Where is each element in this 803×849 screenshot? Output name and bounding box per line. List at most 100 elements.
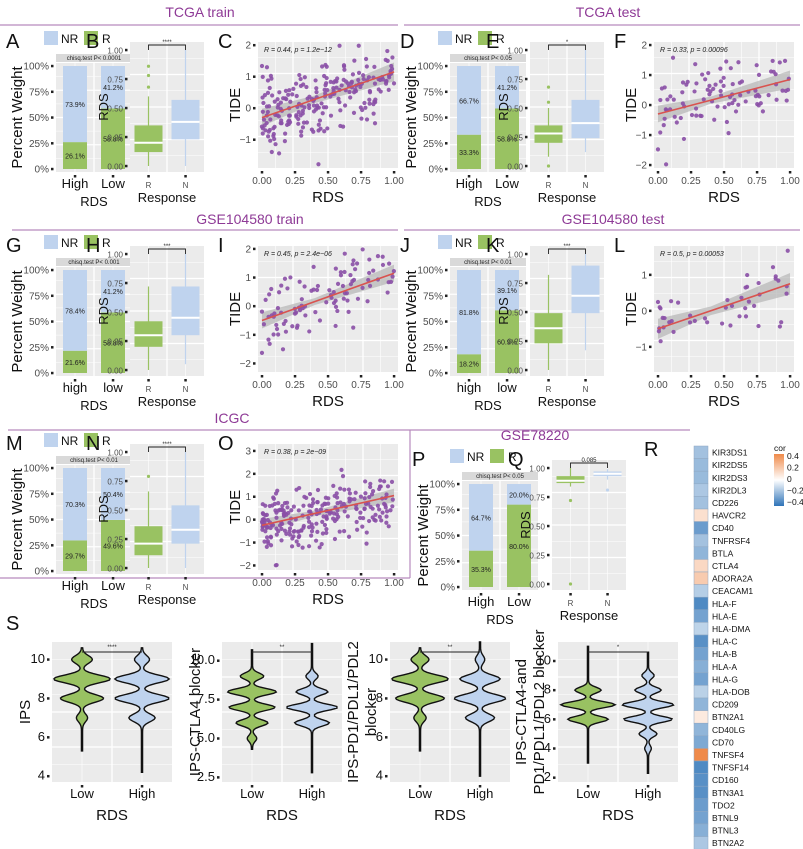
y-tick-mark bbox=[51, 346, 54, 349]
x-tick-label: 0.25 bbox=[681, 380, 701, 391]
y-tick-mark bbox=[457, 585, 460, 589]
heatmap-cell bbox=[693, 571, 709, 585]
data-point bbox=[693, 62, 698, 67]
scatter-plot-L: L −1 0 1 0.00 0.25 0.50 0.75 1.00 R = 0.5, p = 0.… bbox=[614, 235, 800, 410]
x-axis-title: RDS bbox=[474, 398, 502, 413]
data-point bbox=[268, 525, 273, 531]
data-point bbox=[347, 491, 352, 496]
data-point bbox=[363, 491, 368, 496]
row-label: TNFSF14 bbox=[712, 763, 749, 773]
data-point bbox=[266, 337, 271, 342]
data-point bbox=[377, 514, 382, 519]
data-point bbox=[739, 295, 744, 300]
correlation-annotation: R = 0.44, p = 1.2e−12 bbox=[264, 47, 332, 54]
data-point bbox=[328, 79, 333, 84]
data-point bbox=[327, 288, 332, 293]
y-tick-label: 75% bbox=[29, 489, 49, 500]
heatmap-cell bbox=[693, 596, 709, 611]
x-tick-mark bbox=[73, 577, 77, 580]
y-tick-mark bbox=[253, 449, 256, 453]
data-point bbox=[319, 542, 324, 547]
row-label: HLA-A bbox=[712, 662, 737, 672]
data-point bbox=[373, 512, 378, 517]
data-point bbox=[680, 80, 686, 85]
y-tick-label: 0.00 bbox=[107, 367, 123, 376]
row-label: HLA-F bbox=[712, 599, 737, 609]
data-point bbox=[725, 297, 730, 303]
y-tick-label: 10.0 bbox=[190, 652, 215, 667]
data-point bbox=[713, 82, 718, 87]
data-point bbox=[295, 323, 300, 328]
data-point bbox=[705, 87, 710, 92]
section-title-gse104580-train: GSE104580 train bbox=[196, 211, 303, 227]
data-point bbox=[275, 105, 280, 110]
data-point bbox=[689, 112, 695, 118]
heatmap-cell bbox=[693, 659, 709, 674]
row-label: TNFSF4 bbox=[712, 750, 744, 760]
y-tick-mark bbox=[445, 320, 448, 323]
row-label: HLA-DOB bbox=[712, 687, 750, 697]
heatmap-cell bbox=[693, 760, 709, 774]
data-point bbox=[311, 264, 316, 269]
y-tick-mark bbox=[253, 472, 256, 476]
y-tick-label: 1.00 bbox=[507, 47, 523, 56]
data-point bbox=[785, 248, 790, 253]
data-point bbox=[316, 162, 321, 167]
data-point bbox=[272, 99, 277, 104]
data-point bbox=[777, 60, 782, 65]
data-point bbox=[337, 529, 342, 534]
data-point bbox=[324, 515, 329, 520]
bar-segment-nr bbox=[101, 66, 125, 109]
y-tick-mark bbox=[217, 776, 220, 779]
row-label: KIR2DL3 bbox=[712, 485, 747, 495]
row-label: CTLA4 bbox=[712, 561, 739, 571]
x-tick-label: 1.00 bbox=[384, 578, 404, 589]
heatmap-cell bbox=[693, 533, 709, 548]
x-tick-mark bbox=[147, 175, 150, 178]
data-point bbox=[294, 487, 299, 492]
strip bbox=[56, 456, 132, 464]
data-point bbox=[371, 111, 376, 116]
x-tick-mark bbox=[260, 171, 264, 174]
heatmap-cell bbox=[693, 685, 709, 699]
x-tick-label: High bbox=[635, 786, 662, 801]
data-point bbox=[261, 117, 267, 122]
data-point bbox=[307, 491, 313, 497]
x-axis-title: RDS bbox=[312, 591, 344, 608]
y-tick-mark bbox=[51, 90, 54, 94]
y-tick-mark bbox=[253, 138, 256, 141]
data-point bbox=[367, 283, 373, 288]
data-point bbox=[367, 101, 372, 106]
x-tick-label: Low bbox=[101, 578, 125, 593]
data-point bbox=[694, 81, 699, 86]
x-axis-title: RDS bbox=[708, 189, 740, 206]
legend-label: NR bbox=[61, 434, 79, 448]
legend-swatch-r bbox=[478, 235, 492, 249]
x-tick-label: 0.25 bbox=[285, 176, 305, 187]
scatter-plot-O: O −2 −1 0 1 2 3 0.00 0.25 0.50 0.75 1.00 R = 0.38, p… bbox=[218, 433, 404, 608]
x-tick-label: N bbox=[583, 181, 589, 190]
data-point bbox=[311, 109, 317, 114]
heatmap-cell bbox=[693, 647, 709, 661]
row-label: ADORA2A bbox=[712, 574, 753, 584]
x-tick-label: Low bbox=[576, 786, 600, 801]
data-point bbox=[328, 94, 333, 99]
data-point bbox=[302, 284, 307, 289]
data-point bbox=[692, 318, 697, 323]
heatmap-cell bbox=[693, 584, 709, 598]
data-point bbox=[342, 528, 347, 534]
data-point bbox=[371, 268, 376, 273]
row-label: BTN3A1 bbox=[712, 788, 744, 798]
data-point bbox=[268, 117, 273, 122]
y-axis-title: IPS bbox=[17, 700, 34, 724]
violin-plot-S2: 2.5 5.0 7.5 10.0 Low High ** RDS IPS-CTLA4 block… bbox=[187, 642, 342, 824]
data-point bbox=[756, 280, 761, 286]
data-point bbox=[315, 529, 320, 535]
x-tick-mark bbox=[689, 171, 693, 174]
y-axis-title: blocker bbox=[363, 688, 380, 736]
x-tick-label: 1.00 bbox=[384, 380, 404, 391]
data-point bbox=[726, 102, 731, 107]
significance-label: *** bbox=[563, 244, 571, 250]
